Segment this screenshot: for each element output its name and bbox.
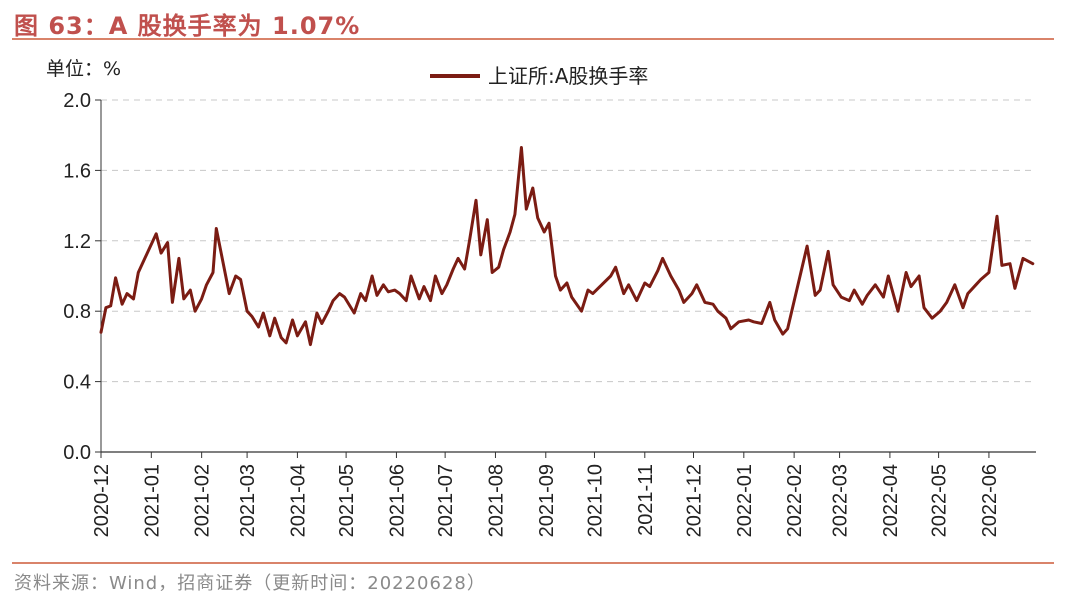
x-tick-label: 2021-09 [536, 464, 558, 537]
x-tick-label: 2021-08 [485, 464, 507, 537]
y-tick-label: 1.6 [63, 160, 91, 182]
x-tick-label: 2022-04 [880, 464, 902, 537]
unit-label: 单位：% [46, 58, 121, 80]
x-tick-label: 2022-01 [734, 464, 756, 537]
x-tick-label: 2021-06 [386, 464, 408, 537]
x-tick-label: 2022-03 [830, 464, 852, 537]
y-axis: 0.0 0.4 0.8 1.2 1.6 2.0 [63, 90, 102, 464]
x-axis: 2020-12 2021-01 2021-02 2021-03 2021-04 2021-… [91, 451, 1036, 537]
x-tick-label: 2021-05 [336, 464, 358, 537]
series-line [99, 146, 1035, 347]
x-tick-label: 2021-01 [141, 464, 163, 537]
source-note: 资料来源：Wind，招商证券（更新时间：20220628） [14, 573, 486, 594]
x-tick-label: 2021-07 [435, 464, 457, 537]
x-tick-label: 2022-05 [929, 464, 951, 537]
legend: 上证所:A股换手率 [430, 64, 648, 88]
y-tick-label: 0.0 [63, 442, 91, 464]
legend-label: 上证所:A股换手率 [488, 64, 648, 88]
x-tick-label: 2021-04 [287, 464, 309, 537]
series-layer [99, 146, 1035, 347]
y-tick-label: 1.2 [63, 231, 91, 253]
y-tick-label: 0.4 [63, 372, 91, 394]
y-tick-label: 2.0 [63, 90, 91, 112]
y-tick-label: 0.8 [63, 301, 91, 323]
title-rule [12, 38, 1054, 40]
x-tick-label: 2021-11 [635, 464, 657, 536]
x-tick-label: 2022-02 [784, 464, 806, 537]
footer-rule [12, 562, 1054, 564]
x-tick-label: 2021-12 [683, 464, 705, 537]
x-tick-label: 2021-02 [192, 464, 214, 537]
chart-title: 图 63：A 股换手率为 1.07% [14, 12, 361, 40]
x-tick-label: 2021-10 [584, 464, 606, 537]
x-tick-label: 2020-12 [91, 464, 113, 537]
grid [101, 99, 1036, 383]
x-tick-label: 2021-03 [237, 464, 259, 537]
x-tick-label: 2022-06 [979, 464, 1001, 537]
